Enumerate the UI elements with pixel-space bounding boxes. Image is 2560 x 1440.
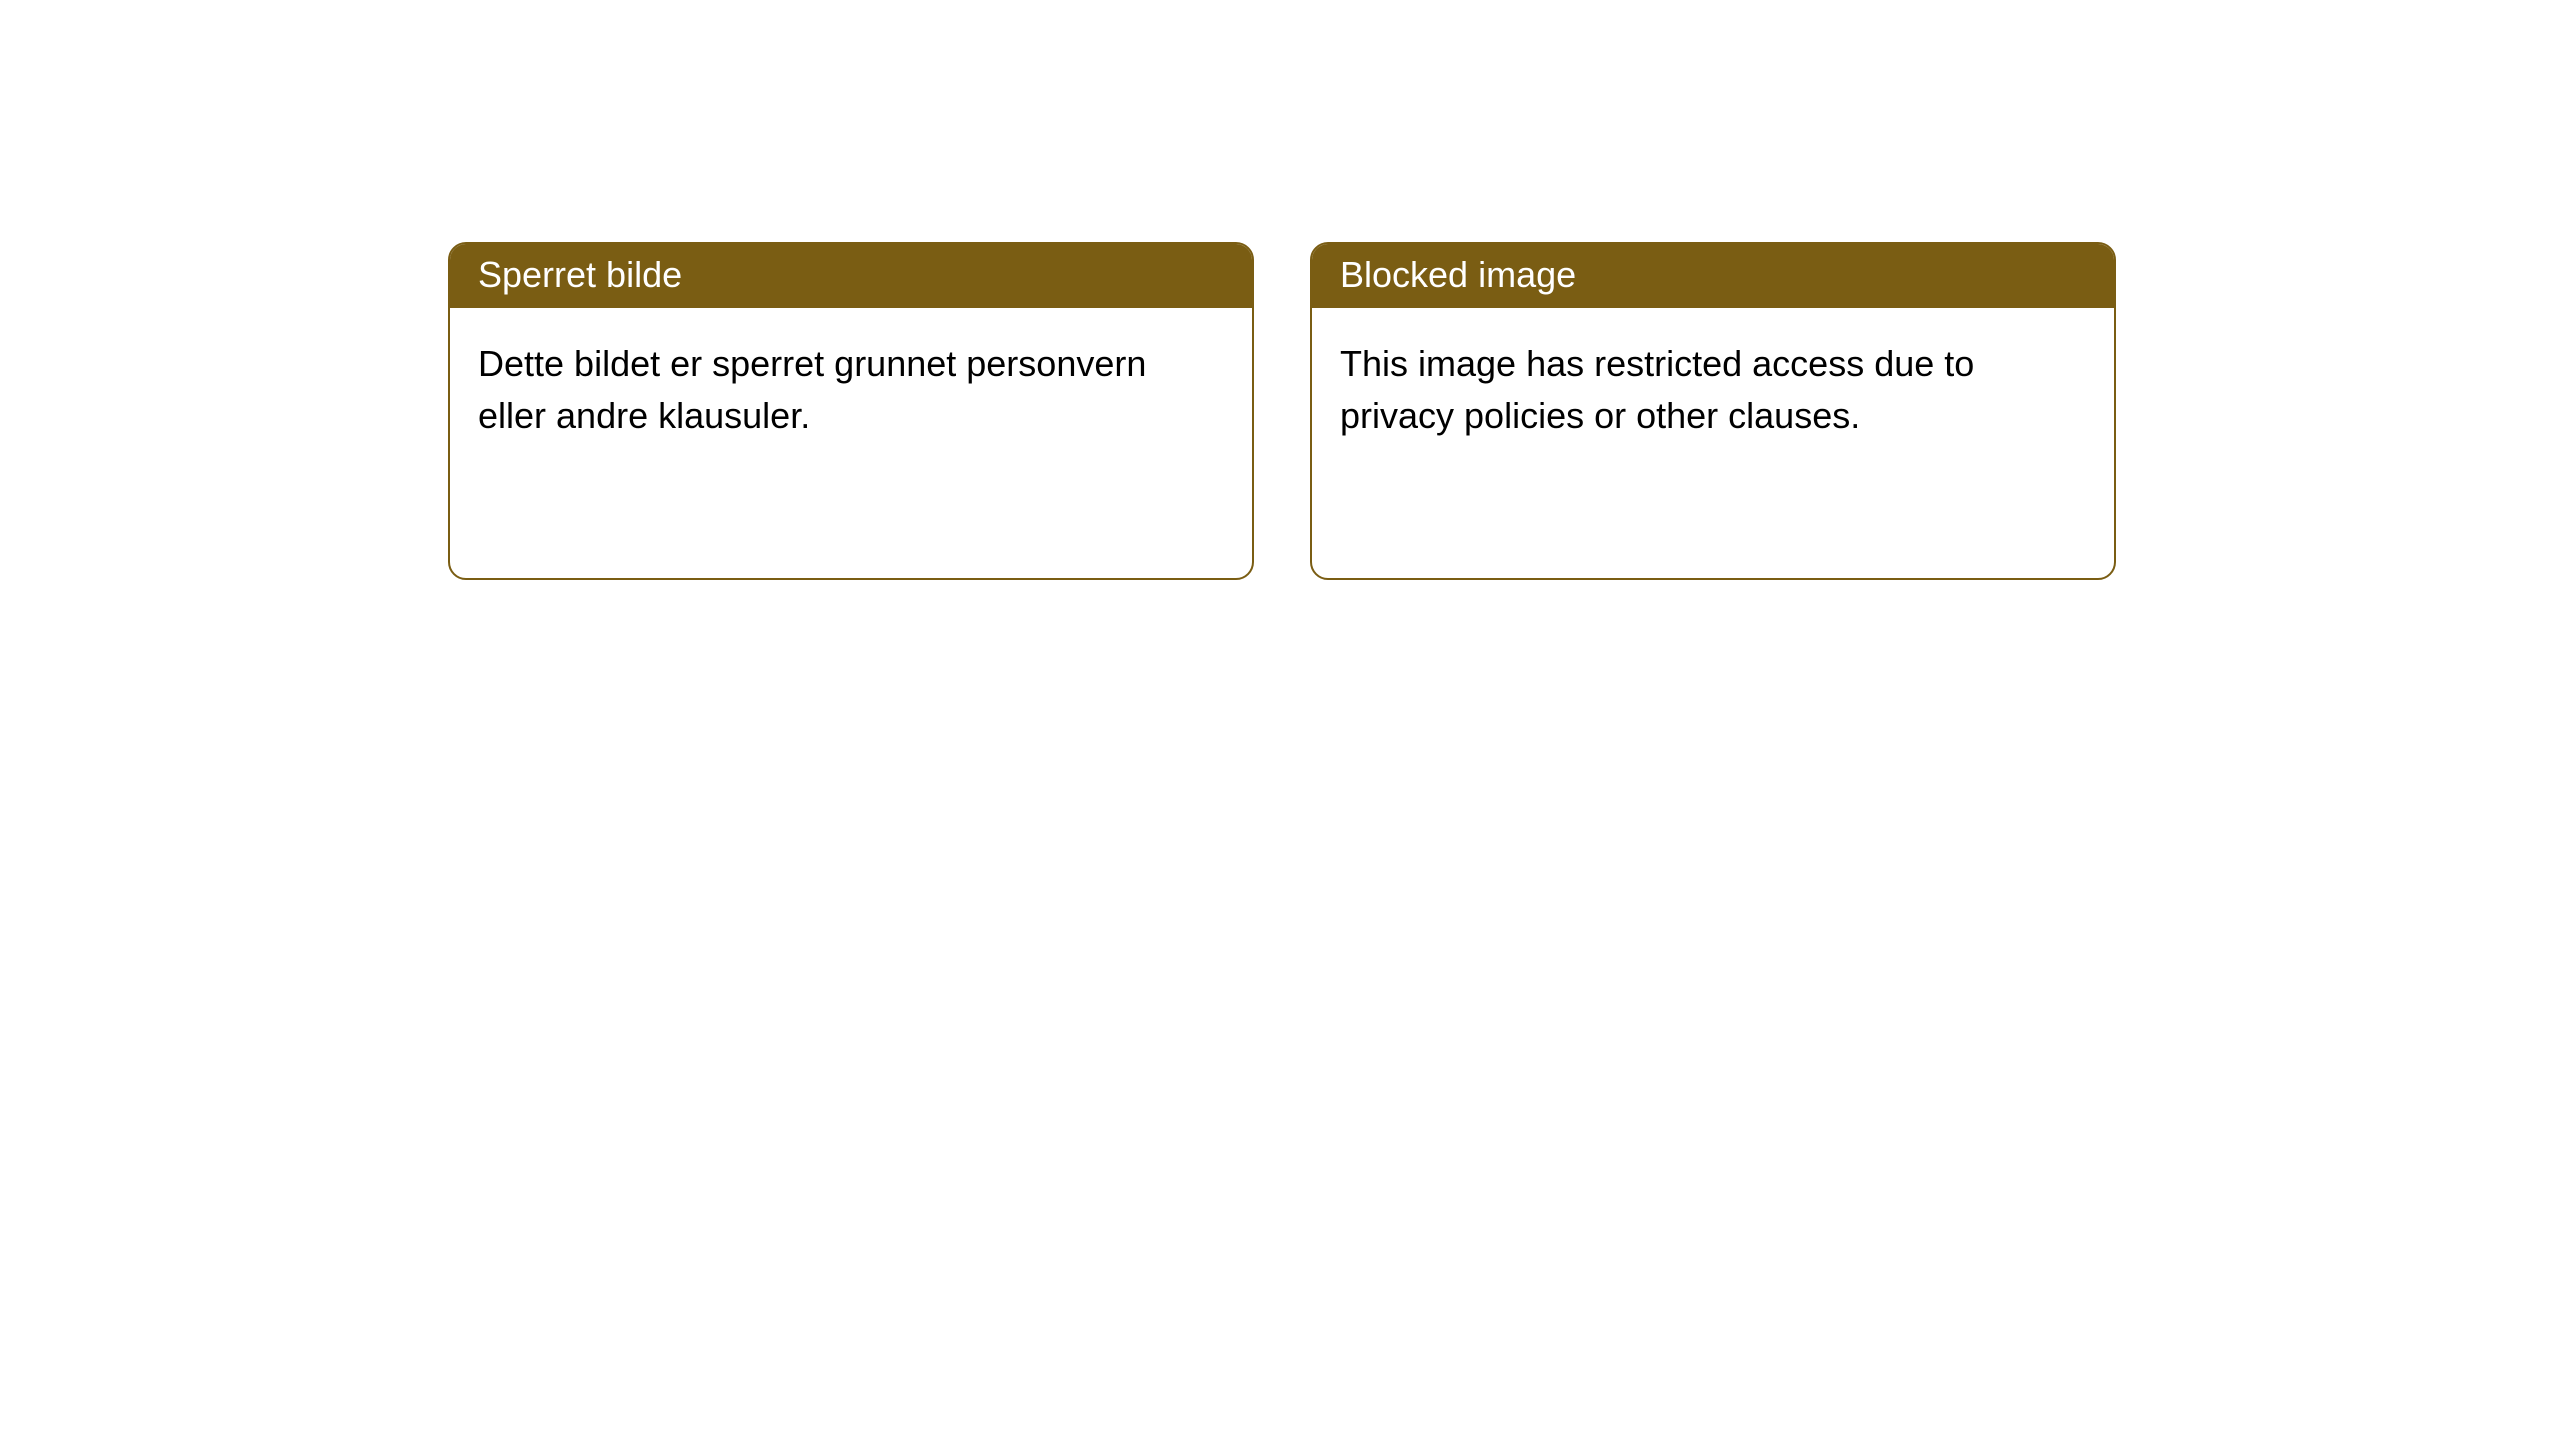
notice-card-body: This image has restricted access due to … bbox=[1312, 308, 2114, 578]
notice-card-english: Blocked image This image has restricted … bbox=[1310, 242, 2116, 580]
notice-card-title: Blocked image bbox=[1312, 244, 2114, 308]
notice-card-title: Sperret bilde bbox=[450, 244, 1252, 308]
notice-container: Sperret bilde Dette bildet er sperret gr… bbox=[0, 0, 2560, 580]
notice-card-body: Dette bildet er sperret grunnet personve… bbox=[450, 308, 1252, 578]
notice-card-norwegian: Sperret bilde Dette bildet er sperret gr… bbox=[448, 242, 1254, 580]
